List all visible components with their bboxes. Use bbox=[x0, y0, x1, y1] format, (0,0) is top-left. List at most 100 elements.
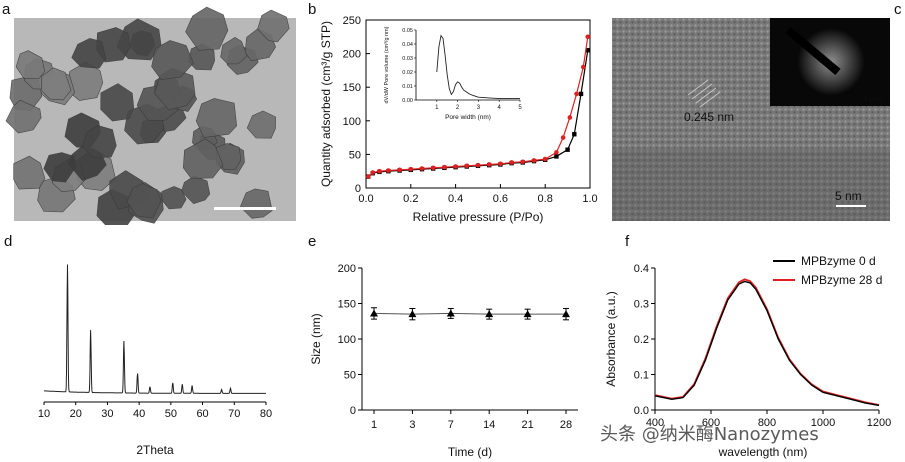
y-tick-label: 0.4 bbox=[634, 263, 649, 275]
x-tick-label: 400 bbox=[646, 417, 664, 429]
data-point bbox=[531, 158, 537, 163]
x-tick-label: 1000 bbox=[811, 417, 835, 429]
data-point bbox=[567, 115, 573, 120]
inset-x-tick-label: 2 bbox=[456, 105, 460, 111]
hrtem-image-c: c 0.245 nm 5 1/nm 5 nm bbox=[612, 1, 902, 221]
data-point bbox=[560, 135, 566, 140]
panel-f: f 0.0 0.1 0.2 0.3 0.4 400 600 800 1000 1200 wavele… bbox=[595, 232, 905, 462]
x-tick-label: 0.4 bbox=[448, 193, 463, 205]
x-tick-label: 1 bbox=[371, 419, 377, 431]
y-axis-label: Size (nm) bbox=[309, 313, 323, 364]
series-line bbox=[373, 312, 566, 315]
y-tick-label: 0.0 bbox=[634, 405, 649, 417]
x-axis-label: Relative pressure (P/Po) bbox=[413, 210, 544, 224]
panel-letter-f: f bbox=[625, 233, 630, 250]
data-point bbox=[464, 163, 470, 169]
data-point bbox=[365, 174, 371, 179]
legend-label: MPBzyme 28 d bbox=[801, 273, 882, 287]
data-point bbox=[453, 164, 458, 169]
x-axis-label: wavelength (nm) bbox=[718, 445, 808, 459]
nanoparticle bbox=[15, 50, 45, 79]
data-point bbox=[554, 150, 559, 155]
x-axis-label: 2Theta bbox=[136, 443, 174, 457]
inset-y-tick-label: 0.05 bbox=[402, 28, 413, 34]
nanoparticle bbox=[13, 155, 46, 190]
series-line bbox=[654, 278, 880, 406]
x-tick-label: 0.6 bbox=[493, 193, 508, 205]
x-tick-label: 3 bbox=[409, 419, 415, 431]
y-tick-label: 0 bbox=[355, 183, 361, 195]
data-point bbox=[509, 160, 514, 165]
x-tick-label: 80 bbox=[260, 408, 272, 420]
y-tick-label: 150 bbox=[338, 299, 356, 311]
panel-d: d 10 20 30 40 50 60 70 80 2Theta bbox=[0, 232, 290, 462]
legend-label: MPBzyme 0 d bbox=[801, 254, 876, 268]
y-tick-label: 50 bbox=[344, 370, 356, 382]
lattice-fringes bbox=[687, 79, 721, 108]
data-point bbox=[562, 310, 570, 318]
x-tick-label: 0.2 bbox=[403, 193, 418, 205]
nanoparticle bbox=[181, 175, 211, 205]
x-tick-label: 21 bbox=[521, 419, 533, 431]
inset-series-line bbox=[436, 34, 520, 100]
panel-c: c 0.245 nm 5 1/nm 5 nm bbox=[598, 0, 905, 225]
series-line bbox=[654, 280, 880, 407]
data-point bbox=[523, 310, 532, 318]
inset-y-axis-label: dV/dW Pore volume (cm³/g nm) bbox=[384, 26, 390, 103]
x-tick-label: 28 bbox=[560, 419, 572, 431]
data-point bbox=[565, 147, 570, 152]
nanoparticle bbox=[239, 188, 273, 219]
data-point bbox=[572, 132, 577, 137]
x-axis-label: Time (d) bbox=[448, 445, 492, 459]
x-tick-label: 7 bbox=[448, 419, 454, 431]
data-point bbox=[442, 164, 447, 170]
inset-y-tick-label: 0.00 bbox=[402, 98, 413, 104]
inset-y-tick-label: 0.01 bbox=[402, 84, 413, 90]
y-tick-label: 200 bbox=[338, 263, 356, 275]
inset-y-tick-label: 0.04 bbox=[402, 42, 413, 48]
panel-e: e 0 50 100 150 200 1 3 7 14 21 28 Time (d) Size (nm) bbox=[290, 232, 595, 462]
chart-d: d 10 20 30 40 50 60 70 80 2Theta bbox=[4, 233, 272, 457]
chart-e: e 0 50 100 150 200 1 3 7 14 21 28 Time (d) Size (nm) bbox=[308, 233, 578, 459]
data-point bbox=[475, 162, 481, 168]
x-tick-label: 0.0 bbox=[358, 193, 373, 205]
data-point bbox=[574, 91, 579, 97]
y-tick-label: 250 bbox=[343, 15, 361, 27]
x-tick-label: 60 bbox=[196, 408, 208, 420]
nanoparticle bbox=[195, 98, 238, 138]
nanoparticle bbox=[81, 125, 117, 158]
x-tick-label: 800 bbox=[758, 417, 776, 429]
x-tick-label: 10 bbox=[38, 408, 50, 420]
scale-bar-c bbox=[836, 205, 866, 207]
x-tick-label: 0.8 bbox=[538, 193, 553, 205]
data-point bbox=[580, 64, 586, 70]
data-point bbox=[397, 167, 402, 173]
saed-scale-label: 5 1/nm bbox=[864, 97, 882, 103]
x-tick-label: 14 bbox=[483, 419, 495, 431]
y-tick-label: 0 bbox=[350, 405, 356, 417]
hrtem-dark-region bbox=[612, 150, 890, 221]
panel-a: a bbox=[0, 0, 300, 225]
y-tick-label: 0.2 bbox=[634, 334, 649, 346]
nanoparticle-cluster bbox=[5, 6, 290, 225]
x-tick-label: 40 bbox=[133, 408, 145, 420]
y-tick-label: 0.1 bbox=[634, 370, 649, 382]
data-point bbox=[370, 309, 378, 317]
inset-y-tick-label: 0.03 bbox=[402, 56, 413, 62]
nanoparticle bbox=[182, 138, 224, 179]
plot-frame bbox=[365, 19, 591, 189]
nanoparticle bbox=[151, 40, 194, 80]
data-point bbox=[554, 154, 559, 159]
beam-stopper bbox=[785, 26, 841, 76]
x-tick-label: 1200 bbox=[867, 417, 891, 429]
data-point bbox=[498, 161, 503, 167]
nanoparticle bbox=[100, 83, 135, 122]
nanoparticle bbox=[41, 67, 72, 101]
nanoparticle bbox=[43, 152, 76, 183]
panel-b: b 0.0 0.2 0.4 0.6 0.8 1.0 0 50 100 150 200 250 Relat… bbox=[300, 0, 600, 230]
data-point bbox=[408, 166, 414, 172]
inset-y-tick-label: 0.02 bbox=[402, 70, 413, 76]
panel-letter-c: c bbox=[894, 1, 902, 18]
nanoparticle bbox=[220, 36, 248, 65]
inset-x-tick-label: 5 bbox=[518, 105, 522, 111]
